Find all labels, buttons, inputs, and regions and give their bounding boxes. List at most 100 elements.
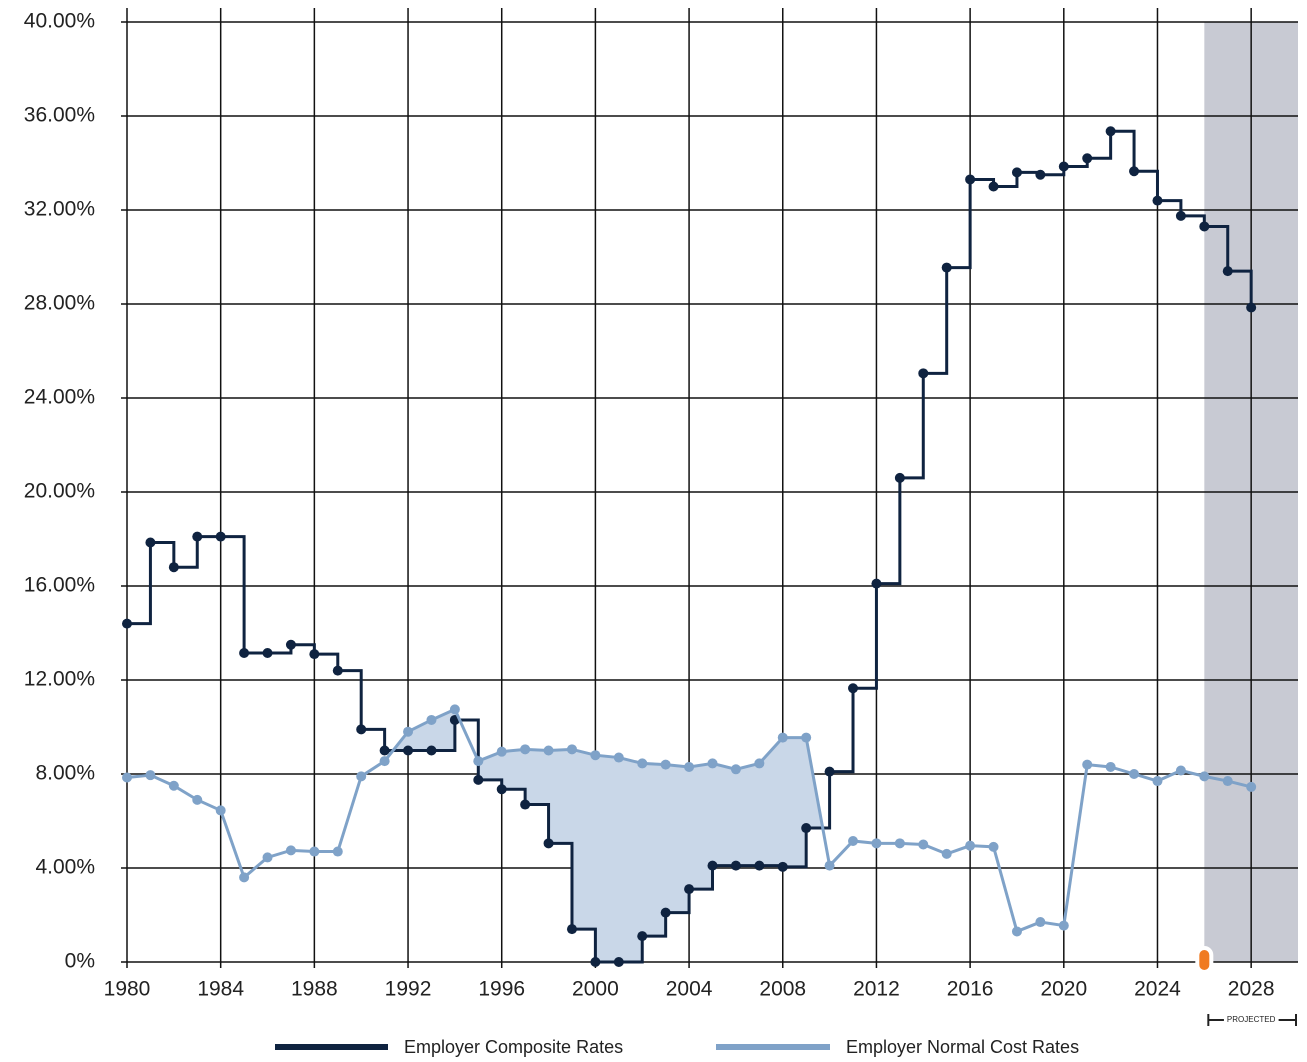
data-point xyxy=(824,766,835,777)
data-point xyxy=(168,562,179,573)
data-point xyxy=(543,745,554,756)
data-point xyxy=(754,758,765,769)
y-tick-label: 24.00% xyxy=(24,386,95,409)
data-point xyxy=(1058,161,1069,172)
data-point xyxy=(192,794,203,805)
data-point xyxy=(871,838,882,849)
data-point xyxy=(918,368,929,379)
data-point xyxy=(520,744,531,755)
data-point xyxy=(239,647,250,658)
data-point xyxy=(1105,126,1116,137)
data-point xyxy=(1152,195,1163,206)
data-point xyxy=(1199,771,1210,782)
data-point xyxy=(426,745,437,756)
data-point xyxy=(941,848,952,859)
data-point xyxy=(590,750,601,761)
y-tick-label: 12.00% xyxy=(24,668,95,691)
data-point xyxy=(262,852,273,863)
x-tick-label: 2028 xyxy=(1228,978,1275,1001)
data-point xyxy=(1222,266,1233,277)
data-point xyxy=(262,647,273,658)
data-point xyxy=(1129,769,1140,779)
data-point xyxy=(1082,759,1093,770)
data-point xyxy=(122,618,132,629)
data-point xyxy=(309,649,320,660)
data-point xyxy=(332,665,343,676)
data-point xyxy=(637,931,648,942)
data-point xyxy=(848,835,859,846)
y-tick-label: 36.00% xyxy=(24,104,95,127)
data-point xyxy=(426,714,437,725)
data-point xyxy=(1199,221,1210,232)
data-point xyxy=(285,845,296,856)
data-point xyxy=(168,780,179,791)
data-point xyxy=(777,861,788,872)
data-point xyxy=(449,704,460,715)
data-point xyxy=(1246,302,1257,313)
data-point xyxy=(918,839,929,850)
data-point xyxy=(1222,776,1233,787)
data-point xyxy=(894,472,905,483)
data-point xyxy=(660,759,671,770)
data-point xyxy=(403,745,414,756)
data-point xyxy=(145,770,156,781)
data-point xyxy=(1175,210,1186,221)
data-point xyxy=(941,262,952,273)
y-tick-label: 4.00% xyxy=(35,856,95,879)
data-point xyxy=(403,726,414,737)
x-tick-label: 1984 xyxy=(197,978,244,1001)
data-point xyxy=(1011,167,1022,178)
data-point xyxy=(801,823,812,834)
data-point xyxy=(566,924,577,935)
x-tick-label: 2000 xyxy=(572,978,619,1001)
data-point xyxy=(543,838,554,849)
x-tick-label: 2016 xyxy=(947,978,994,1001)
data-point xyxy=(801,732,812,743)
data-point xyxy=(332,846,343,857)
data-point xyxy=(215,531,226,542)
data-point xyxy=(730,860,741,871)
projected-label-bg xyxy=(1223,1014,1279,1026)
data-point xyxy=(1011,926,1022,937)
y-tick-label: 0% xyxy=(65,950,95,973)
x-tick-label: 2012 xyxy=(853,978,900,1001)
data-point xyxy=(965,840,976,851)
x-tick-label: 2008 xyxy=(759,978,806,1001)
data-point xyxy=(122,772,132,783)
data-point xyxy=(192,531,203,542)
data-point xyxy=(730,764,741,775)
y-tick-label: 20.00% xyxy=(24,480,95,503)
data-point xyxy=(707,860,718,871)
projected-label: PROJECTED xyxy=(1227,1015,1276,1024)
data-point xyxy=(637,758,648,769)
data-point xyxy=(379,756,390,767)
data-point xyxy=(356,771,367,782)
data-point xyxy=(1082,153,1093,164)
data-point xyxy=(871,578,882,589)
x-tick-label: 2020 xyxy=(1040,978,1087,1001)
data-point xyxy=(1105,761,1116,772)
data-point xyxy=(613,957,624,967)
x-tick-label: 1992 xyxy=(385,978,432,1001)
data-point xyxy=(239,872,250,883)
data-point xyxy=(988,181,999,192)
data-point xyxy=(824,860,835,871)
data-point xyxy=(848,683,859,694)
data-point xyxy=(1035,917,1046,928)
legend-label: Employer Normal Cost Rates xyxy=(846,1037,1079,1057)
data-point xyxy=(1035,169,1046,180)
data-point xyxy=(684,884,695,895)
data-point xyxy=(473,774,484,785)
data-point xyxy=(1058,920,1069,931)
x-tick-label: 1996 xyxy=(478,978,525,1001)
data-point xyxy=(309,846,320,857)
y-tick-label: 32.00% xyxy=(24,198,95,221)
data-point xyxy=(496,784,507,795)
legend-label: Employer Composite Rates xyxy=(404,1037,623,1057)
data-point xyxy=(684,761,695,772)
x-tick-label: 1980 xyxy=(104,978,151,1001)
data-point xyxy=(660,907,671,918)
data-point xyxy=(988,841,999,852)
x-tick-label: 1988 xyxy=(291,978,338,1001)
data-point xyxy=(215,805,226,816)
